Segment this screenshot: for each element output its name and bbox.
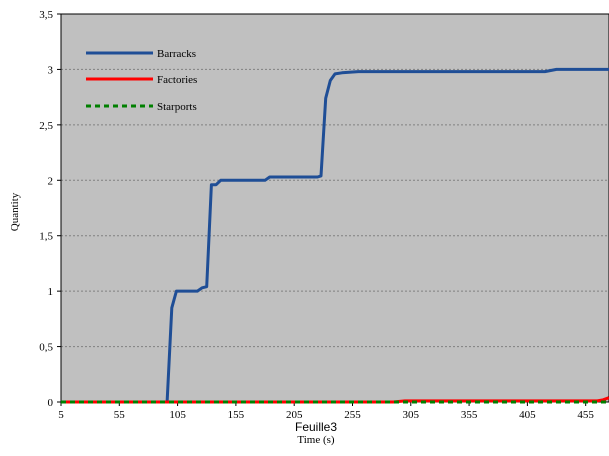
x-tick-labels: 5 55 105 155 205 255 305 355 405 455 [58, 402, 594, 421]
legend-label-factories: Factories [157, 74, 197, 86]
y-tick-label: 0,5 [39, 342, 53, 354]
x-tick-label: 55 [114, 409, 126, 421]
x-tick-label: 5 [58, 409, 64, 421]
legend-label-starports: Starports [157, 101, 197, 113]
y-tick-labels: 0 0,5 1 1,5 2 2,5 3 3,5 [39, 9, 61, 409]
y-tick-label: 1,5 [39, 231, 53, 243]
sheet-tab-label: Feuille3 [295, 420, 337, 434]
legend-label-barracks: Barracks [157, 48, 196, 60]
gridlines [61, 68, 609, 348]
x-tick-label: 255 [344, 409, 361, 421]
x-tick-label: 205 [286, 409, 303, 421]
y-axis-title: Quantity [9, 192, 21, 231]
series-line-barracks [61, 67, 609, 404]
x-tick-label: 355 [461, 409, 478, 421]
y-tick-label: 2,5 [39, 120, 53, 132]
y-tick-label: 3,5 [39, 9, 53, 21]
x-tick-label: 155 [228, 409, 245, 421]
legend: Barracks Factories Starports [86, 48, 197, 113]
y-tick-label: 3 [48, 64, 54, 76]
x-axis-title: Time (s) [297, 434, 335, 446]
x-tick-label: 305 [403, 409, 420, 421]
x-tick-label: 455 [577, 409, 594, 421]
y-tick-label: 0 [48, 397, 54, 409]
series-lines [61, 67, 609, 404]
series-line-factories [61, 396, 609, 404]
y-tick-label: 1 [48, 286, 54, 298]
y-tick-label: 2 [48, 175, 54, 187]
x-tick-label: 105 [169, 409, 186, 421]
x-tick-label: 405 [519, 409, 536, 421]
